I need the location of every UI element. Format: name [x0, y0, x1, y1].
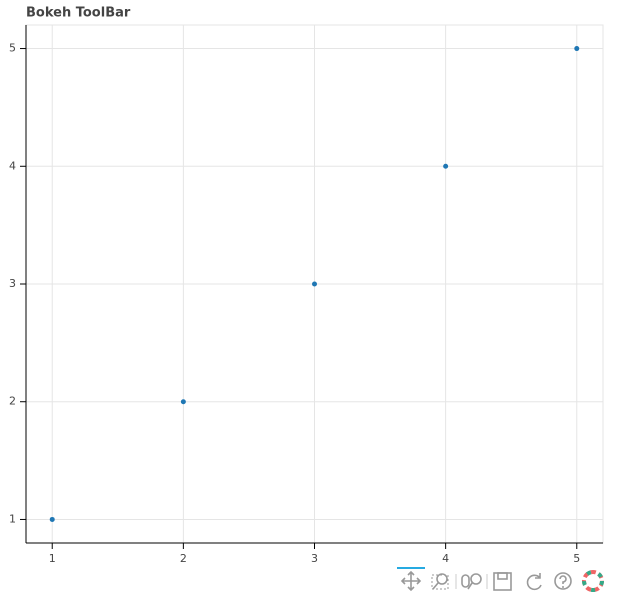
point	[574, 46, 580, 52]
x-tick-label: 4	[442, 552, 449, 565]
x-tick-label: 5	[573, 552, 580, 565]
y-tick-label: 1	[9, 512, 16, 525]
box-zoom-tool[interactable]	[431, 573, 449, 590]
x-tick-label: 1	[49, 552, 56, 565]
x-tick-label: 3	[311, 552, 318, 565]
point	[443, 163, 449, 169]
save-tool[interactable]	[493, 572, 512, 591]
chart-title: Bokeh ToolBar	[26, 6, 131, 21]
y-tick-label: 5	[9, 42, 16, 55]
x-tick-label: 2	[180, 552, 187, 565]
reset-tool[interactable]	[526, 573, 542, 591]
point	[180, 399, 186, 405]
pan-tool[interactable]	[400, 570, 422, 592]
y-tick-label: 2	[9, 395, 16, 408]
bokeh-logo[interactable]	[582, 570, 604, 592]
point	[49, 516, 55, 522]
toolbar	[397, 567, 604, 592]
help-tool[interactable]	[554, 572, 572, 590]
point	[312, 281, 317, 287]
y-tick-label: 4	[9, 159, 16, 172]
y-tick-label: 3	[9, 277, 16, 290]
wheel-zoom-tool[interactable]	[461, 573, 482, 590]
